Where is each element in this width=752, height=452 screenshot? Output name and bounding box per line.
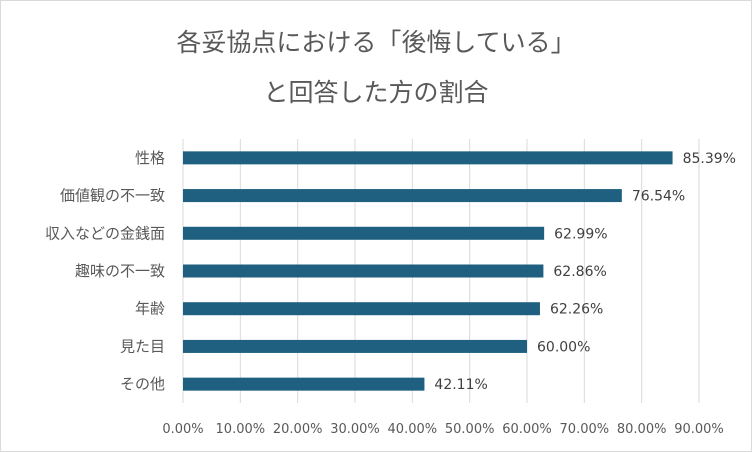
x-tick-label: 50.00% <box>445 422 495 437</box>
value-labels: 85.39% 76.54% 62.99% 62.86% 62.26% 60.00% 42.1… <box>434 151 736 393</box>
category-label: 収入などの金銭面 <box>45 224 165 242</box>
data-label: 76.54% <box>632 189 685 205</box>
bars <box>183 151 673 391</box>
data-label: 85.39% <box>683 151 736 167</box>
x-tick-label: 10.00% <box>216 422 266 437</box>
x-tick-label: 30.00% <box>330 422 380 437</box>
x-tick-label: 80.00% <box>617 422 667 437</box>
bar <box>183 339 527 353</box>
chart-title-line-2: と回答した方の割合 <box>263 78 488 107</box>
bar <box>183 151 673 165</box>
category-label: 趣味の不一致 <box>75 262 165 280</box>
chart-title: 各妥協点における「後悔している」 と回答した方の割合 <box>176 28 575 107</box>
bar <box>183 189 622 203</box>
category-label: その他 <box>120 375 165 393</box>
data-label: 62.99% <box>554 226 607 242</box>
bar <box>183 264 544 278</box>
x-tick-label: 0.00% <box>162 422 203 437</box>
data-label: 62.86% <box>553 264 606 280</box>
x-tick-label: 90.00% <box>674 422 724 437</box>
category-label: 価値観の不一致 <box>60 187 165 205</box>
category-label: 見た目 <box>120 337 165 355</box>
x-tick-label: 40.00% <box>388 422 438 437</box>
bar <box>183 226 545 240</box>
chart-title-line-1: 各妥協点における「後悔している」 <box>176 28 575 57</box>
bar <box>183 302 540 316</box>
category-label: 年齢 <box>135 300 165 318</box>
data-label: 60.00% <box>537 339 590 355</box>
data-label: 62.26% <box>550 302 603 318</box>
category-label: 性格 <box>135 149 165 167</box>
x-tick-label: 60.00% <box>502 422 552 437</box>
data-label: 42.11% <box>434 377 487 393</box>
x-tick-label: 20.00% <box>273 422 323 437</box>
x-axis-tick-labels: 0.00% 10.00% 20.00% 30.00% 40.00% 50.00% 60.00… <box>162 422 723 437</box>
x-tick-label: 70.00% <box>560 422 610 437</box>
bar <box>183 377 425 391</box>
